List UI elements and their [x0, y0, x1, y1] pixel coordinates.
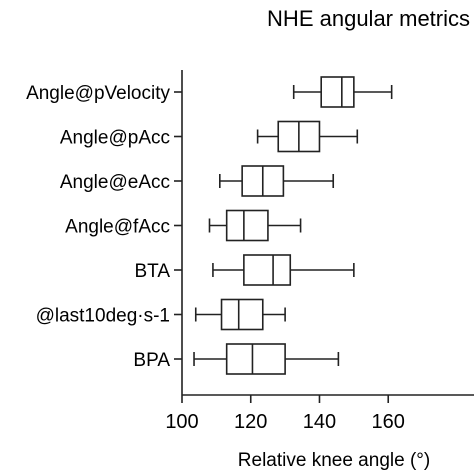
box-iqr [225, 209, 269, 242]
box-group: Angle@pAcc [60, 120, 359, 153]
category-label: Angle@pVelocity [26, 83, 170, 104]
chart-title: NHE angular metrics [267, 6, 470, 31]
x-axis-label: Relative knee angle (°) [238, 450, 430, 471]
box-group: BPA [133, 343, 340, 375]
x-tick-label: 100 [165, 411, 198, 433]
category-label: BTA [134, 261, 170, 282]
box-iqr [320, 76, 355, 108]
category-label: Angle@eAcc [60, 172, 170, 193]
box-group: Angle@pVelocity [26, 76, 393, 108]
category-label: Angle@pAcc [60, 128, 170, 149]
category-label: BPA [133, 350, 170, 371]
box-group: Angle@eAcc [60, 165, 335, 197]
category-label: Angle@fAcc [65, 217, 170, 238]
box-iqr [220, 298, 264, 331]
box-group: @last10deg·s-1 [36, 298, 286, 331]
category-label: @last10deg·s-1 [36, 306, 170, 327]
box-group: BTA [134, 254, 355, 286]
boxes: Angle@pVelocity Angle@pAcc Angle@eAcc Angle… [26, 76, 393, 375]
x-tick-label: 160 [372, 411, 405, 433]
box-iqr [243, 254, 292, 286]
axes: 100 120 140 160 [165, 70, 474, 433]
x-tick-label: 140 [303, 411, 336, 433]
box-group: Angle@fAcc [65, 209, 302, 242]
x-tick-label: 120 [234, 411, 267, 433]
box-iqr [225, 343, 286, 375]
